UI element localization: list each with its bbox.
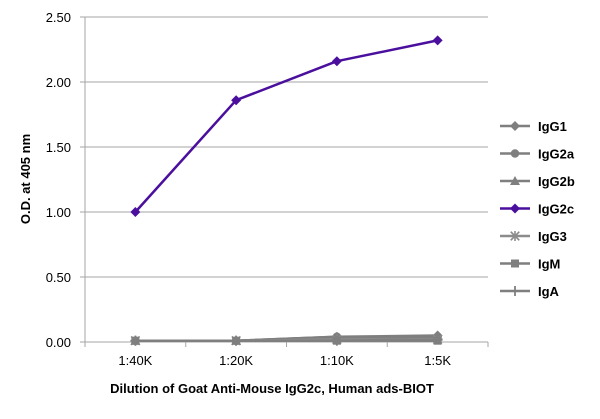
legend-label: IgA	[538, 284, 560, 299]
data-point	[231, 335, 242, 346]
legend-marker	[510, 176, 520, 185]
y-tick-label: 0.50	[46, 270, 71, 285]
x-tick-label: 1:20K	[219, 353, 253, 368]
legend-label: IgM	[538, 257, 560, 272]
legend-label: IgG2b	[538, 174, 575, 189]
y-tick-label: 1.50	[46, 140, 71, 155]
legend-label: IgG1	[538, 119, 567, 134]
legend-item: IgG2a	[500, 147, 575, 162]
legend-marker	[510, 121, 520, 131]
x-axis-title: Dilution of Goat Anti-Mouse IgG2c, Human…	[110, 381, 434, 396]
axes: 0.00 0.50 1.00 1.50 2.00 2.50 1:40K 1:20K 1:10K 1…	[46, 10, 489, 368]
x-tick-label: 1:40K	[118, 353, 152, 368]
y-tick-label: 0.00	[46, 335, 71, 350]
legend-marker	[510, 286, 520, 296]
series	[130, 35, 443, 346]
legend-marker	[510, 231, 520, 241]
legend-marker	[511, 259, 519, 268]
series-igg2c	[130, 35, 443, 217]
legend-marker	[510, 203, 520, 214]
legend-item: IgM	[500, 257, 560, 272]
gridlines	[85, 16, 488, 278]
y-axis-title: O.D. at 405 nm	[18, 134, 33, 224]
data-point	[432, 35, 443, 46]
legend-marker	[510, 149, 520, 158]
series-line	[135, 338, 438, 342]
legend-item: IgG2c	[500, 202, 574, 217]
y-tick-label: 2.00	[46, 75, 71, 90]
legend-item: IgG2b	[500, 174, 575, 189]
legend-label: IgG2a	[538, 147, 575, 162]
data-point	[331, 56, 342, 67]
legend: IgG1 IgG2a IgG2b IgG2c IgG3 IgM IgA	[500, 119, 575, 299]
data-point	[331, 335, 342, 346]
legend-item: IgG1	[500, 119, 567, 134]
legend-label: IgG2c	[538, 202, 574, 217]
x-tick-label: 1:10K	[320, 353, 354, 368]
data-point	[130, 207, 141, 217]
data-point	[432, 334, 443, 345]
series-iga	[130, 334, 443, 346]
data-point	[130, 335, 141, 346]
y-tick-label: 2.50	[46, 10, 71, 25]
legend-item: IgG3	[500, 229, 567, 244]
legend-label: IgG3	[538, 229, 567, 244]
legend-item: IgA	[500, 284, 560, 299]
y-tick-label: 1.00	[46, 205, 71, 220]
series-line	[134, 39, 438, 213]
x-tick-label: 1:5K	[424, 353, 451, 368]
data-point	[231, 95, 242, 106]
